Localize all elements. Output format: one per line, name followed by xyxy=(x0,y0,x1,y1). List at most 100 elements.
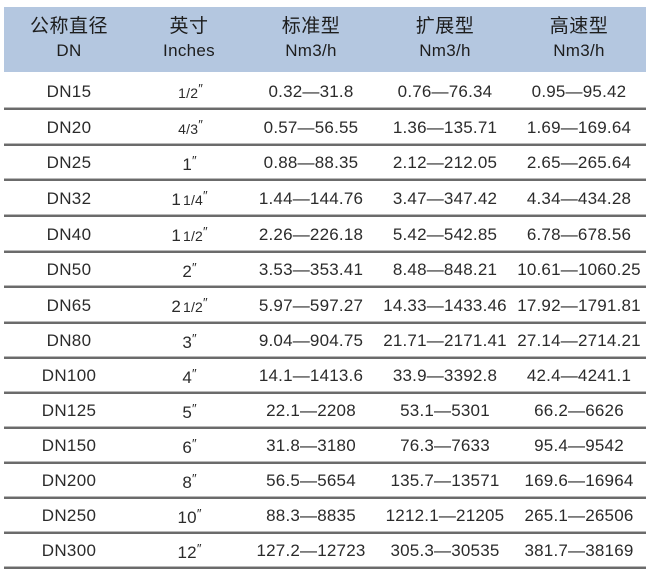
cell-standard-type: 1.44—144.76 xyxy=(244,180,378,217)
column-header-unit-standard-type: Nm3/h xyxy=(285,41,337,60)
cell-standard-type: 88.3—8835 xyxy=(244,498,378,534)
table-body: DN15 1/2″ 0.32—31.8 0.76—76.34 0.95—95.42 DN2… xyxy=(4,72,646,569)
inch-value: 8″ xyxy=(182,464,197,497)
cell-high-speed-type: 17.92—1791.81 xyxy=(512,287,646,324)
table-row: DN300 12″ 127.2—12723 305.3—30535 381.7—3816… xyxy=(4,533,646,569)
cell-nominal-diameter: DN65 xyxy=(4,287,134,324)
cell-expanded-type: 3.47—347.42 xyxy=(378,180,512,217)
cell-inches: 6″ xyxy=(134,428,244,464)
cell-inches: 8″ xyxy=(134,463,244,499)
cell-nominal-diameter: DN15 xyxy=(4,72,134,110)
cell-standard-type: 31.8—3180 xyxy=(244,428,378,464)
cell-high-speed-type: 10.61—1060.25 xyxy=(512,252,646,288)
cell-nominal-diameter: DN300 xyxy=(4,533,134,569)
column-header-unit-expanded-type: Nm3/h xyxy=(419,41,471,60)
inch-whole: 2 xyxy=(171,297,181,316)
column-header-inches: 英寸 Inches xyxy=(134,7,244,72)
inch-value: 1″ xyxy=(182,146,197,179)
cell-nominal-diameter: DN32 xyxy=(4,180,134,217)
cell-nominal-diameter: DN20 xyxy=(4,109,134,146)
inch-value: 12″ xyxy=(177,534,202,567)
cell-expanded-type: 53.1—5301 xyxy=(378,393,512,429)
table-row: DN65 2 1/2″ 5.97—597.27 14.33—1433.46 17.92—1… xyxy=(4,287,646,324)
inch-mark-icon: ″ xyxy=(203,188,208,203)
table-row: DN150 6″ 31.8—3180 76.3—7633 95.4—9542 xyxy=(4,428,646,464)
cell-standard-type: 9.04—904.75 xyxy=(244,323,378,359)
cell-standard-type: 2.26—226.18 xyxy=(244,216,378,253)
inch-mark-icon: ″ xyxy=(192,331,197,346)
cell-high-speed-type: 2.65—265.64 xyxy=(512,145,646,181)
cell-inches: 3″ xyxy=(134,323,244,359)
cell-expanded-type: 76.3—7633 xyxy=(378,428,512,464)
inch-whole: 1 xyxy=(171,190,181,209)
inch-whole: 4 xyxy=(182,368,193,387)
inch-mark-icon: ″ xyxy=(192,401,197,416)
cell-inches: 12″ xyxy=(134,533,244,569)
inch-whole: 1 xyxy=(171,226,181,245)
cell-nominal-diameter: DN80 xyxy=(4,323,134,359)
cell-high-speed-type: 4.34—434.28 xyxy=(512,180,646,217)
inch-mark-icon: ″ xyxy=(192,153,197,168)
column-header-unit-high-speed-type: Nm3/h xyxy=(553,41,605,60)
cell-high-speed-type: 6.78—678.56 xyxy=(512,216,646,253)
inch-whole: 2 xyxy=(182,262,193,281)
column-header-standard-type: 标准型 Nm3/h xyxy=(244,7,378,72)
column-header-cn-standard-type: 标准型 xyxy=(281,16,341,37)
cell-expanded-type: 5.42—542.85 xyxy=(378,216,512,253)
table-row: DN125 5″ 22.1—2208 53.1—5301 66.2—6626 xyxy=(4,393,646,429)
inch-value: 2″ xyxy=(182,253,197,286)
inch-mark-icon: ″ xyxy=(192,366,197,381)
column-header-high-speed-type: 高速型 Nm3/h xyxy=(512,7,646,72)
cell-inches: 4″ xyxy=(134,358,244,394)
inch-mark-icon: ″ xyxy=(192,436,197,451)
inch-fraction: 4/3 xyxy=(178,121,199,137)
inch-mark-icon: ″ xyxy=(198,81,203,96)
inch-value: 3″ xyxy=(182,324,197,357)
table-row: DN32 1 1/4″ 1.44—144.76 3.47—347.42 4.34—434.… xyxy=(4,180,646,217)
inch-mark-icon: ″ xyxy=(192,260,197,275)
inch-value: 4/3″ xyxy=(176,110,203,144)
table-header-row: 公称直径 DN 英寸 Inches 标准型 Nm3/h 扩展型 Nm3/h 高速… xyxy=(4,7,646,72)
inch-whole: 6 xyxy=(182,438,193,457)
column-header-nominal-diameter: 公称直径 DN xyxy=(4,7,134,72)
cell-high-speed-type: 95.4—9542 xyxy=(512,428,646,464)
table-row: DN15 1/2″ 0.32—31.8 0.76—76.34 0.95—95.42 xyxy=(4,72,646,110)
cell-inches: 4/3″ xyxy=(134,109,244,146)
cell-inches: 1/2″ xyxy=(134,72,244,110)
cell-nominal-diameter: DN100 xyxy=(4,358,134,394)
cell-expanded-type: 0.76—76.34 xyxy=(378,72,512,110)
inch-value: 2 1/2″ xyxy=(171,288,208,322)
table-row: DN20 4/3″ 0.57—56.55 1.36—135.71 1.69—169.64 xyxy=(4,109,646,146)
inch-value: 10″ xyxy=(177,499,202,532)
inch-whole: 12 xyxy=(177,543,197,562)
cell-expanded-type: 305.3—30535 xyxy=(378,533,512,569)
inch-value: 1 1/4″ xyxy=(171,181,208,215)
inch-whole: 10 xyxy=(177,508,197,527)
cell-high-speed-type: 0.95—95.42 xyxy=(512,72,646,110)
cell-standard-type: 3.53—353.41 xyxy=(244,252,378,288)
inch-fraction: 1/4 xyxy=(182,192,204,208)
cell-standard-type: 127.2—12723 xyxy=(244,533,378,569)
table-header: 公称直径 DN 英寸 Inches 标准型 Nm3/h 扩展型 Nm3/h 高速… xyxy=(4,7,646,72)
inch-mark-icon: ″ xyxy=(203,295,208,310)
cell-nominal-diameter: DN50 xyxy=(4,252,134,288)
cell-standard-type: 0.57—56.55 xyxy=(244,109,378,146)
cell-standard-type: 0.32—31.8 xyxy=(244,72,378,110)
inch-value: 1 1/2″ xyxy=(171,217,207,251)
cell-high-speed-type: 265.1—26506 xyxy=(512,498,646,534)
cell-nominal-diameter: DN125 xyxy=(4,393,134,429)
table-row: DN200 8″ 56.5—5654 135.7—13571 169.6—16964 xyxy=(4,463,646,499)
inch-fraction: 1/2 xyxy=(182,228,204,244)
table-row: DN100 4″ 14.1—1413.6 33.9—3392.8 42.4—4241.1 xyxy=(4,358,646,394)
cell-nominal-diameter: DN150 xyxy=(4,428,134,464)
table-row: DN80 3″ 9.04—904.75 21.71—2171.41 27.14—2714… xyxy=(4,323,646,359)
column-header-cn-high-speed-type: 高速型 xyxy=(549,16,609,37)
cell-expanded-type: 14.33—1433.46 xyxy=(378,287,512,324)
cell-standard-type: 5.97—597.27 xyxy=(244,287,378,324)
cell-inches: 1 1/4″ xyxy=(134,180,244,217)
inch-fraction: 1/2 xyxy=(182,299,204,315)
cell-inches: 10″ xyxy=(134,498,244,534)
column-header-cn-expanded-type: 扩展型 xyxy=(415,16,475,37)
inch-mark-icon: ″ xyxy=(192,471,197,486)
inch-mark-icon: ″ xyxy=(196,541,202,556)
